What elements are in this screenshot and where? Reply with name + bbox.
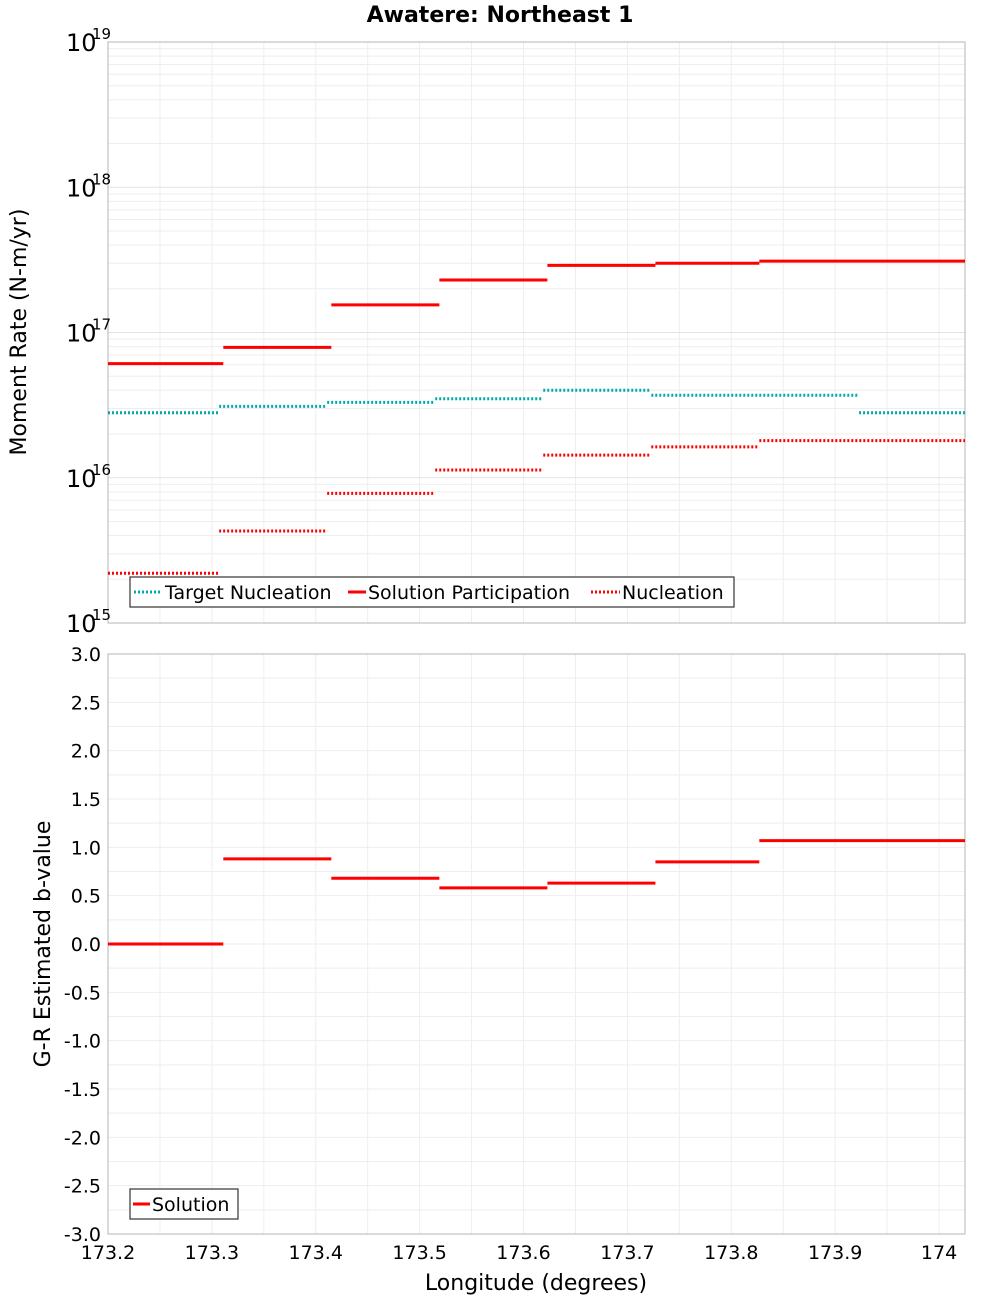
legend-label-solution-participation: Solution Participation (368, 582, 570, 604)
top-legend-box (129, 576, 735, 608)
chart-title: Awatere: Northeast 1 (367, 3, 634, 28)
top-y-tick-base: 10 (66, 320, 97, 348)
x-tick-173.5: 173.5 (392, 1242, 446, 1264)
x-tick-173.8: 173.8 (704, 1242, 758, 1264)
x-tick-labels: 173.2 173.3 173.4 173.5 173.6 173.7 173.8 173.9… (81, 1242, 957, 1264)
legend-label-solution: Solution (152, 1194, 229, 1216)
bottom-y-tick-0.5: 0.5 (71, 886, 101, 908)
bottom-y-tick-2.5: 2.5 (71, 692, 101, 714)
top-plot-frame (107, 41, 966, 624)
top-gridlines (107, 42, 965, 624)
x-tick-173.3: 173.3 (185, 1242, 239, 1264)
bottom-y-tick--0.5: -0.5 (64, 982, 101, 1004)
top-y-tick-base: 10 (66, 29, 97, 57)
top-y-tick-base: 10 (66, 610, 97, 638)
x-tick-173.9: 173.9 (808, 1242, 862, 1264)
bottom-y-tick-1.0: 1.0 (71, 837, 101, 859)
x-tick-173.4: 173.4 (289, 1242, 343, 1264)
bottom-y-tick--1.5: -1.5 (64, 1079, 101, 1101)
bottom-y-tick--1.0: -1.0 (64, 1031, 101, 1053)
bottom-y-axis-label: G-R Estimated b-value (31, 821, 56, 1068)
top-y-tick-exponent: 15 (92, 606, 111, 624)
top-y-tick-exponent: 16 (92, 461, 111, 479)
top-legend: Target Nucleation Solution Participation… (129, 576, 735, 608)
legend-label-nucleation: Nucleation (622, 582, 724, 604)
bottom-legend: Solution (129, 1188, 239, 1220)
bottom-series-lines (108, 839, 965, 946)
bottom-gridlines (107, 653, 965, 1235)
top-y-tick-exponent: 18 (92, 170, 111, 188)
x-tick-174: 174 (921, 1242, 957, 1264)
bottom-y-tick-3.0: 3.0 (71, 644, 101, 666)
bottom-y-tick--2.0: -2.0 (64, 1127, 101, 1149)
top-y-tick-exponent: 19 (92, 25, 111, 43)
bottom-y-tick--2.5: -2.5 (64, 1176, 101, 1198)
top-y-tick-base: 10 (66, 465, 97, 493)
bottom-y-tick-labels: 3.0 2.5 2.0 1.5 1.0 0.5 0.0 -0.5 -1.0 -1.5 -2.0 -2.… (64, 644, 101, 1246)
x-tick-173.6: 173.6 (496, 1242, 550, 1264)
top-series-target-nucleation (108, 388, 965, 415)
top-series-lines (108, 259, 965, 575)
x-axis-label: Longitude (degrees) (425, 1271, 647, 1296)
top-y-tick-exponent: 17 (92, 316, 111, 334)
bottom-series-solution (108, 839, 965, 946)
x-tick-173.7: 173.7 (600, 1242, 654, 1264)
bottom-panel: 3.0 2.5 2.0 1.5 1.0 0.5 0.0 -0.5 -1.0 -1.5 -2.0 -2.… (31, 644, 966, 1296)
top-y-tick-base: 10 (66, 174, 97, 202)
x-tick-173.2: 173.2 (81, 1242, 135, 1264)
top-y-axis-label: Moment Rate (N-m/yr) (7, 209, 32, 456)
top-series-solution-participation (108, 259, 965, 366)
bottom-y-tick-1.5: 1.5 (71, 789, 101, 811)
bottom-y-tick--3.0: -3.0 (64, 1224, 101, 1246)
bottom-y-tick-2.0: 2.0 (71, 741, 101, 763)
bottom-y-tick-0.0: 0.0 (71, 934, 101, 956)
legend-label-target-nucleation: Target Nucleation (164, 582, 332, 604)
top-series-nucleation (108, 439, 965, 575)
